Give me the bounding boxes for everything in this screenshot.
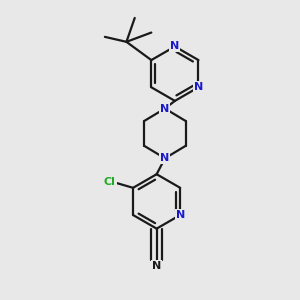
Text: N: N bbox=[170, 41, 179, 52]
Text: N: N bbox=[194, 82, 203, 92]
Text: N: N bbox=[160, 103, 170, 113]
Text: N: N bbox=[176, 210, 185, 220]
Text: N: N bbox=[152, 261, 161, 271]
Text: Cl: Cl bbox=[104, 177, 116, 187]
Text: N: N bbox=[160, 153, 170, 163]
